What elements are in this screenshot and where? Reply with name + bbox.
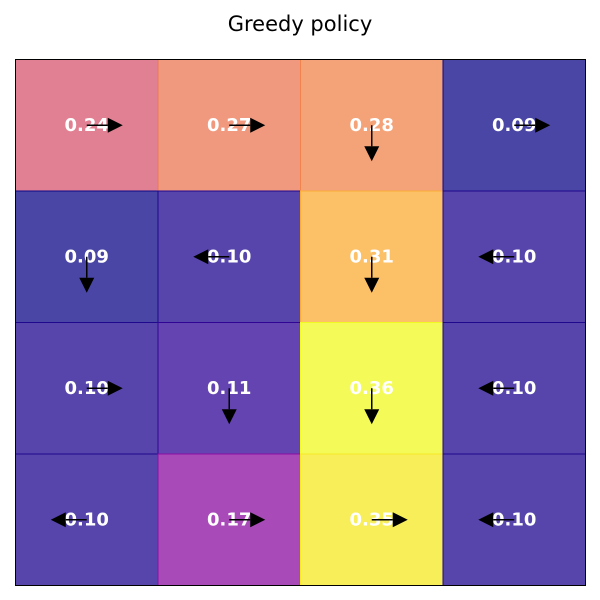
- arrows-layer: [50, 117, 551, 528]
- policy-arrow-down: [364, 388, 380, 425]
- policy-arrow-right: [86, 380, 123, 396]
- policy-arrow-right: [229, 117, 266, 133]
- policy-arrow-left: [478, 380, 515, 396]
- policy-arrow-left: [50, 512, 87, 528]
- policy-arrow-right: [514, 117, 551, 133]
- policy-arrow-down: [364, 125, 380, 162]
- policy-arrow-right: [229, 512, 266, 528]
- policy-arrow-left: [478, 249, 515, 265]
- policy-arrow-down: [79, 256, 95, 293]
- policy-arrow-right: [86, 117, 123, 133]
- plot-frame: [15, 59, 586, 586]
- cells-layer: [15, 59, 586, 586]
- policy-arrow-down: [364, 256, 380, 293]
- chart-title: Greedy policy: [227, 12, 373, 36]
- policy-arrow-left: [478, 512, 515, 528]
- policy-arrow-right: [371, 512, 408, 528]
- policy-arrow-down: [221, 388, 237, 425]
- policy-arrow-left: [193, 249, 230, 265]
